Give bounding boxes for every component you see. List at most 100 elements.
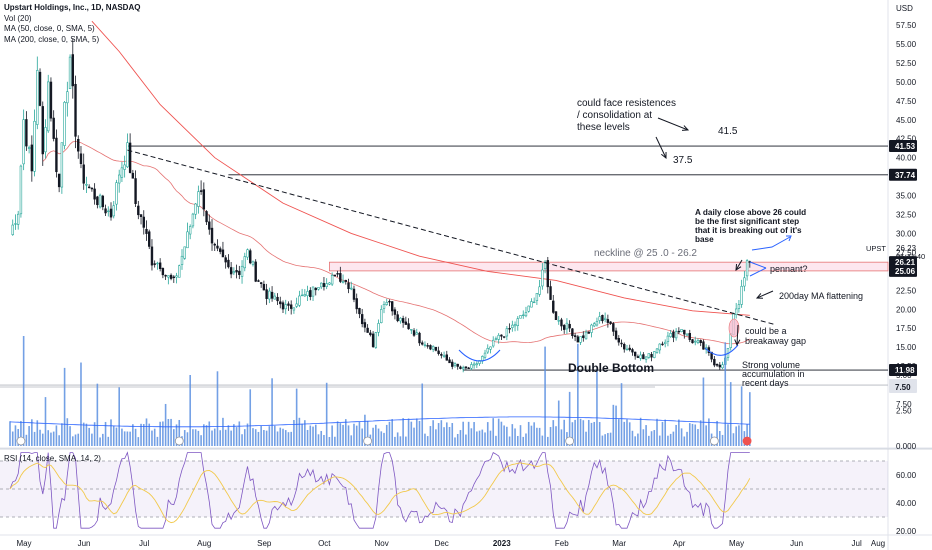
rsi-axis: 60.00 40.00 20.00 (896, 471, 917, 536)
price-tick-label: 17.50 (896, 324, 917, 333)
volume-bar (391, 419, 393, 446)
volume-bar (254, 429, 257, 446)
candle-body (44, 127, 47, 153)
volume-bar (511, 424, 514, 446)
candle-body (328, 282, 331, 285)
candle-body (483, 352, 487, 358)
annotation-resistance-line1: could face resistences (577, 98, 676, 109)
earnings-marker (16, 436, 26, 446)
upst-time: 05:41:40 (896, 252, 925, 261)
horizontal-levels (0, 145, 889, 388)
candle-body (41, 106, 44, 155)
time-tick-label: May (16, 539, 31, 548)
volume-bar (268, 426, 271, 446)
volume-bar (344, 419, 347, 446)
volume-bar (547, 436, 549, 446)
candle-body (336, 273, 339, 275)
candle-body (737, 304, 741, 309)
candle-body (380, 309, 383, 323)
volume-bar (675, 424, 677, 446)
pennant-line-1 (749, 261, 767, 269)
candle-body (691, 339, 694, 344)
candle-body (93, 188, 96, 200)
price-tick-label: 20.00 (896, 305, 917, 314)
price-tick-label: 45.00 (896, 116, 917, 125)
candle-body (614, 330, 618, 340)
volume-bar (615, 405, 617, 446)
candle-body (128, 142, 132, 173)
legend-symbol: Upstart Holdings, Inc., 1D, NASDAQ (4, 3, 141, 12)
volume-bar (719, 431, 721, 446)
price-badge-label: 7.50 (895, 383, 911, 392)
price-badge-label: 26.21 (895, 258, 916, 267)
candle-body (623, 343, 626, 350)
volume-bar (304, 420, 306, 446)
volume-bar (175, 424, 178, 446)
candle-body (63, 102, 66, 146)
price-tick-label: 27.50 (896, 248, 917, 257)
volume-bar (451, 423, 454, 446)
time-tick-label: 2023 (493, 539, 511, 548)
chart-legend: Upstart Holdings, Inc., 1D, NASDAQ Vol (… (4, 3, 140, 45)
volume-bar (142, 424, 145, 446)
volume-bar (656, 418, 658, 446)
time-tick-label: Sep (257, 539, 272, 548)
candle-body (300, 294, 304, 297)
volume-bar (71, 436, 74, 446)
candle-body (352, 288, 356, 300)
volume-bar (55, 425, 58, 446)
candle-body (123, 164, 126, 170)
annotation-arrowhead-3 (755, 293, 764, 299)
candle-body (374, 332, 378, 348)
candle-body (448, 359, 451, 364)
volume-bar (410, 421, 413, 446)
volume-bar (415, 418, 418, 446)
volume-bar (456, 433, 459, 446)
volume-bar (328, 436, 331, 446)
volume-bar (137, 437, 140, 446)
candle-body (98, 194, 102, 208)
time-tick-label: Jun (790, 539, 803, 548)
volume-bar (252, 428, 254, 446)
volume-bar (473, 422, 475, 446)
candle-body (451, 361, 454, 367)
candle-body (311, 286, 315, 297)
candle-body (636, 356, 640, 358)
volume-bar (99, 437, 101, 446)
candle-body (560, 319, 563, 327)
rsi-tick-label: 40.00 (896, 499, 917, 508)
rsi-legend: RSI (14, close, SMA, 14, 2) (4, 454, 101, 463)
annotation-daily-close-line4: base (695, 235, 714, 244)
level-label-37-5: 37.5 (673, 155, 693, 166)
candle-body (142, 216, 145, 228)
candle-body (663, 341, 667, 345)
candle-body (685, 333, 689, 336)
annotation-arrow-1 (657, 117, 689, 131)
price-badge-label: 25.06 (895, 267, 916, 276)
candle-body (653, 351, 656, 358)
volume-bar (697, 429, 699, 446)
volume-bar (216, 371, 219, 446)
volume-bar (424, 433, 426, 446)
volume-bar (200, 435, 202, 446)
candle-body (456, 363, 459, 367)
annotation-arrow-2 (655, 136, 667, 159)
volume-bar (96, 383, 99, 446)
candle-body (429, 345, 432, 350)
candle-body (661, 343, 664, 346)
candle-body (262, 283, 266, 291)
volume-bar (716, 420, 718, 446)
annotation-daily-close-line1: A daily close above 26 could (695, 208, 806, 217)
volume-bar (14, 425, 17, 446)
volume-bar (448, 426, 451, 446)
candle-body (330, 275, 334, 285)
volume-bar (637, 433, 639, 446)
level-label-41-5: 41.5 (718, 126, 738, 137)
candle-body (674, 331, 678, 339)
volume-bar (388, 421, 391, 446)
candle-body (412, 330, 416, 336)
candle-body (593, 323, 596, 327)
volume-bar (213, 428, 216, 446)
candle-body (257, 280, 260, 282)
